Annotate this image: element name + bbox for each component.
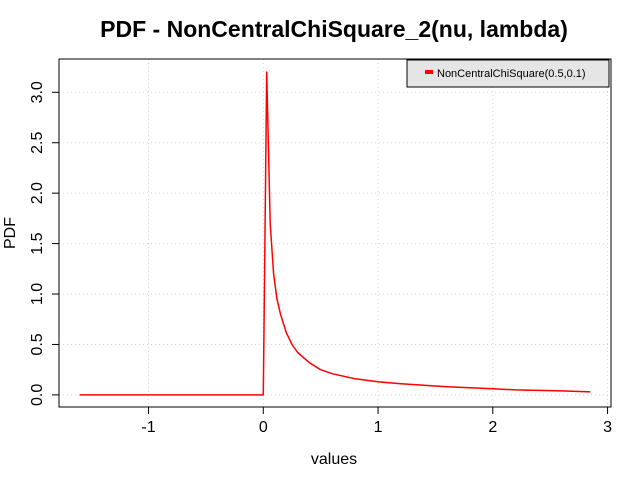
x-tick-label: 3 xyxy=(603,419,612,436)
y-tick-label: 2.5 xyxy=(29,132,46,154)
x-tick-label: -1 xyxy=(141,419,155,436)
x-axis-label: values xyxy=(311,451,357,468)
chart-title: PDF - NonCentralChiSquare_2(nu, lambda) xyxy=(100,16,568,42)
plot-frame xyxy=(58,58,612,408)
y-tick-label: 0.0 xyxy=(29,384,46,406)
series-layer xyxy=(79,71,591,396)
y-axis: 0.0 0.5 1.0 1.5 2.0 2.5 3.0 xyxy=(29,81,59,406)
series-line xyxy=(79,71,591,396)
legend-label: NonCentralChiSquare(0.5,0.1) xyxy=(437,68,586,80)
legend-box xyxy=(406,59,610,88)
y-axis-label: PDF xyxy=(2,217,19,249)
legend: NonCentralChiSquare(0.5,0.1) xyxy=(406,59,610,88)
x-tick-label: 0 xyxy=(259,419,268,436)
x-tick-label: 1 xyxy=(374,419,383,436)
y-tick-label: 1.0 xyxy=(29,283,46,305)
y-tick-label: 0.5 xyxy=(29,333,46,355)
legend-swatch xyxy=(425,70,433,74)
y-tick-label: 2.0 xyxy=(29,182,46,204)
y-tick-label: 1.5 xyxy=(29,232,46,254)
grid xyxy=(59,59,611,407)
x-axis: -1 0 1 2 3 xyxy=(141,407,612,436)
x-tick-label: 2 xyxy=(488,419,497,436)
y-tick-label: 3.0 xyxy=(29,81,46,103)
